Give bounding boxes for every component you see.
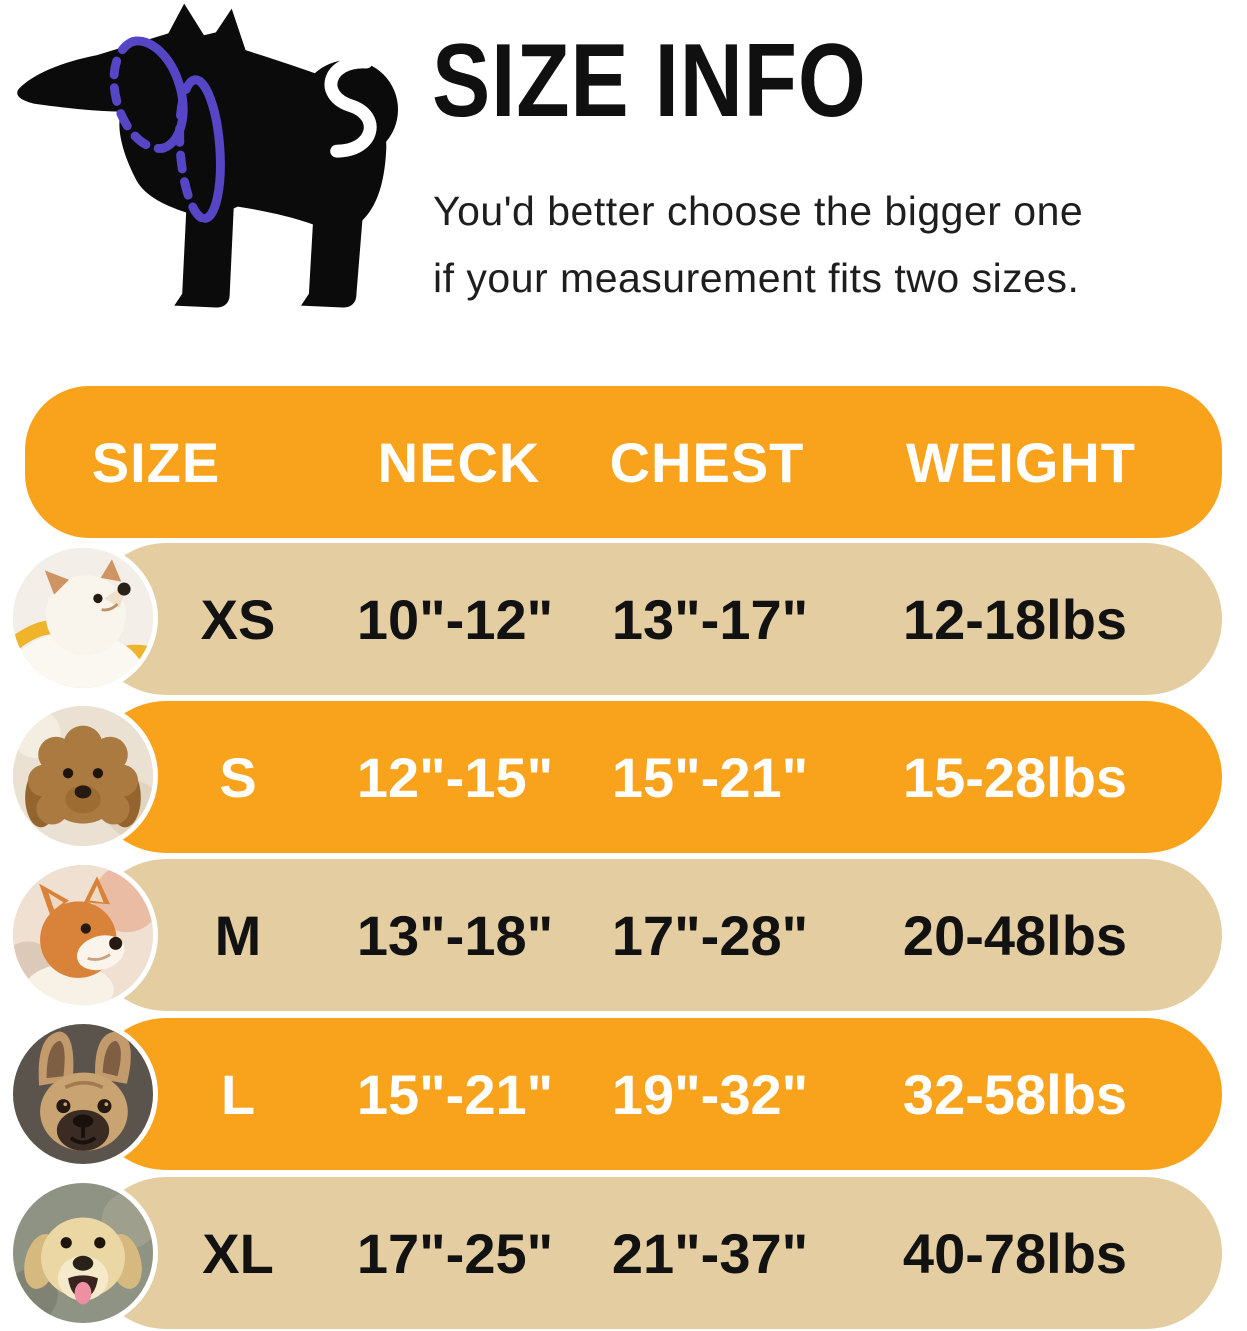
chest-value: 17"-28" bbox=[611, 903, 809, 967]
chest-value: 15"-21" bbox=[611, 745, 809, 809]
dog-silhouette-icon bbox=[17, 3, 387, 308]
column-header-size: SIZE bbox=[91, 430, 221, 494]
neck-value: 17"-25" bbox=[356, 1221, 554, 1285]
column-header-neck: NECK bbox=[377, 430, 541, 494]
chest-value: 21"-37" bbox=[611, 1221, 809, 1285]
tail-curl-highlight bbox=[324, 55, 377, 158]
size-value: S bbox=[219, 745, 257, 809]
size-value: M bbox=[214, 903, 262, 967]
subtitle-line-1: You'd better choose the bigger one bbox=[433, 188, 1084, 234]
subtitle: You'd better choose the bigger one if yo… bbox=[433, 178, 1083, 312]
size-value: L bbox=[220, 1062, 256, 1126]
table-row-xs: XS 10"-12" 13"-17" 12-18lbs bbox=[90, 543, 1222, 695]
pomeranian-illustration bbox=[13, 548, 153, 688]
weight-value: 12-18lbs bbox=[902, 587, 1128, 651]
subtitle-line-2: if your measurement fits two sizes. bbox=[433, 255, 1080, 301]
french-bulldog-illustration bbox=[13, 1024, 153, 1164]
dog-photo-pomeranian bbox=[8, 543, 158, 693]
dog-photo-shiba-inu bbox=[8, 860, 158, 1010]
table-header-row: SIZE NECK CHEST WEIGHT bbox=[25, 386, 1222, 538]
weight-value: 40-78lbs bbox=[902, 1221, 1128, 1285]
neck-value: 13"-18" bbox=[356, 903, 554, 967]
page-title: SIZE INFO bbox=[432, 23, 867, 139]
neck-ring-dashed bbox=[109, 36, 169, 153]
dog-photo-french-bulldog bbox=[8, 1019, 158, 1169]
dog-measurement-diagram bbox=[17, 3, 399, 308]
neck-value: 10"-12" bbox=[356, 587, 554, 651]
shiba-inu-illustration bbox=[13, 865, 153, 1005]
neck-value: 12"-15" bbox=[356, 745, 554, 809]
toy-poodle-illustration bbox=[13, 706, 153, 846]
dog-photo-toy-poodle bbox=[8, 701, 158, 851]
size-value: XL bbox=[202, 1221, 274, 1285]
chest-ring-solid bbox=[190, 75, 225, 223]
table-row-s: S 12"-15" 15"-21" 15-28lbs bbox=[90, 701, 1222, 853]
chest-value: 13"-17" bbox=[611, 587, 809, 651]
weight-value: 20-48lbs bbox=[902, 903, 1128, 967]
size-value: XS bbox=[200, 587, 276, 651]
table-row-m: M 13"-18" 17"-28" 20-48lbs bbox=[90, 859, 1222, 1011]
weight-value: 32-58lbs bbox=[902, 1062, 1128, 1126]
dog-photo-labrador bbox=[8, 1178, 158, 1328]
neck-value: 15"-21" bbox=[356, 1062, 554, 1126]
column-header-weight: WEIGHT bbox=[906, 430, 1136, 494]
chest-value: 19"-32" bbox=[611, 1062, 809, 1126]
column-header-chest: CHEST bbox=[609, 430, 805, 494]
table-row-l: L 15"-21" 19"-32" 32-58lbs bbox=[90, 1018, 1222, 1170]
labrador-illustration bbox=[13, 1183, 153, 1323]
table-row-xl: XL 17"-25" 21"-37" 40-78lbs bbox=[90, 1177, 1222, 1329]
chest-ring-dashed bbox=[175, 75, 210, 223]
weight-value: 15-28lbs bbox=[902, 745, 1128, 809]
